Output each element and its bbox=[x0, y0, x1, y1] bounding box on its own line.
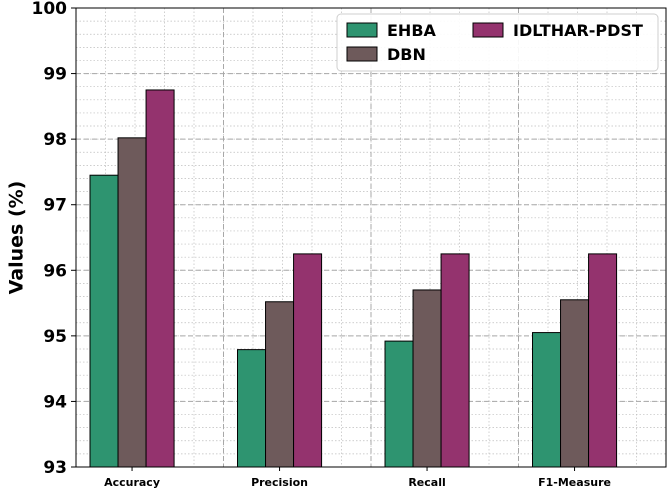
y-axis-title: Values (%) bbox=[6, 181, 28, 295]
legend-box bbox=[336, 13, 659, 72]
y-tick-label: 95 bbox=[43, 327, 67, 347]
bar-dbn-precision bbox=[265, 301, 295, 468]
y-tick-label: 97 bbox=[43, 196, 67, 216]
bar-ehba-f1-measure bbox=[532, 332, 562, 468]
y-tick-label: 93 bbox=[43, 458, 67, 478]
bar-idlthar-pdst-accuracy bbox=[145, 89, 175, 468]
legend-label-idlthar-pdst: IDLTHAR-PDST bbox=[513, 21, 643, 40]
x-tick-label: F1-Measure bbox=[538, 476, 611, 489]
bar-ehba-recall bbox=[384, 340, 414, 468]
x-tick-label: Recall bbox=[408, 476, 445, 489]
legend-label-ehba: EHBA bbox=[387, 21, 437, 40]
y-tick-label: 100 bbox=[32, 0, 68, 19]
x-tick-label: Accuracy bbox=[104, 476, 160, 489]
legend-label-dbn: DBN bbox=[387, 45, 426, 64]
bar-dbn-f1-measure bbox=[560, 299, 590, 468]
bar-dbn-recall bbox=[412, 289, 442, 468]
bar-ehba-precision bbox=[237, 349, 267, 468]
bar-dbn-accuracy bbox=[117, 137, 147, 468]
legend-swatch-ehba bbox=[346, 22, 378, 38]
y-tick-label: 96 bbox=[43, 261, 67, 281]
y-tick-label: 94 bbox=[43, 392, 67, 412]
bar-ehba-accuracy bbox=[89, 174, 119, 468]
bars bbox=[89, 89, 618, 468]
bar-idlthar-pdst-precision bbox=[293, 253, 323, 468]
x-axis-ticks: Accuracy Precision Recall F1-Measure bbox=[104, 467, 611, 489]
legend-swatch-dbn bbox=[346, 46, 378, 62]
y-axis-ticks: 93 94 95 96 97 98 99 100 bbox=[32, 0, 76, 478]
y-tick-label: 99 bbox=[43, 65, 67, 85]
plot-frame bbox=[75, 7, 667, 468]
bar-idlthar-pdst-recall bbox=[440, 253, 470, 468]
legend: EHBA DBN IDLTHAR-PDST bbox=[336, 13, 659, 72]
legend-swatch-idlthar-pdst bbox=[472, 22, 504, 38]
y-tick-label: 98 bbox=[43, 130, 67, 150]
bar-idlthar-pdst-f1-measure bbox=[588, 253, 618, 468]
x-tick-label: Precision bbox=[251, 476, 308, 489]
